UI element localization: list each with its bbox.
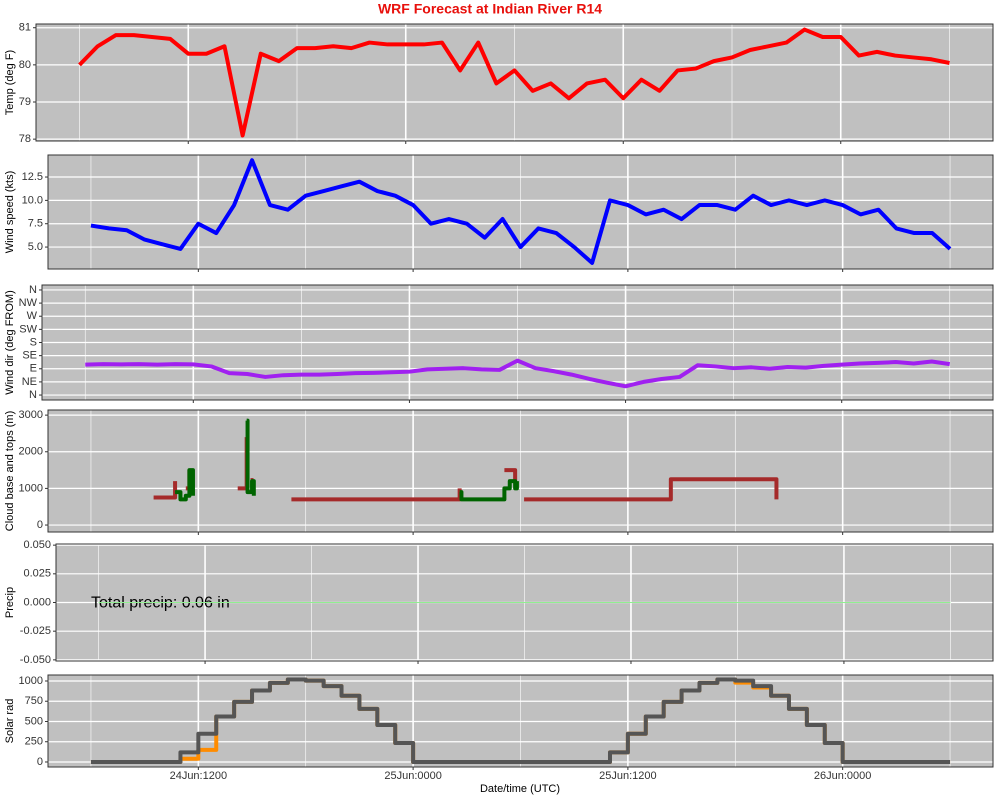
panel-border bbox=[47, 409, 994, 533]
y-tick-label: 78 bbox=[19, 133, 31, 145]
y-tick-label: SE bbox=[22, 350, 37, 362]
y-tick-label: SW bbox=[19, 323, 37, 335]
y-axis-title: Temp (deg F) bbox=[4, 50, 16, 115]
y-tick-label: E bbox=[30, 363, 37, 375]
step-line bbox=[175, 418, 519, 502]
y-tick-label: 0 bbox=[37, 756, 43, 768]
y-tick-label: 7.5 bbox=[28, 218, 43, 230]
x-tick-label: 26Jun:0000 bbox=[814, 770, 872, 782]
x-tick-label: 25Jun:0000 bbox=[384, 770, 442, 782]
panel: -0.050 -0.025 0.000 0.025 0.050 Precip Total p… bbox=[4, 539, 994, 666]
panel: 5.0 7.5 10.0 12.5 Wind speed (kts) bbox=[4, 154, 994, 272]
y-tick-label: 12.5 bbox=[22, 171, 43, 183]
y-tick-label: 80 bbox=[19, 59, 31, 71]
y-tick-label: 5.0 bbox=[28, 241, 43, 253]
y-tick-label: N bbox=[29, 284, 37, 296]
y-axis-title: Wind speed (kts) bbox=[4, 171, 16, 254]
y-tick-label: N bbox=[29, 389, 37, 401]
y-tick-label: 2000 bbox=[19, 446, 43, 458]
panel-border bbox=[47, 674, 994, 768]
line bbox=[90, 158, 952, 265]
annotation: Total precip: 0.06 in bbox=[91, 595, 230, 612]
panel-border bbox=[41, 284, 994, 401]
y-tick-label: W bbox=[27, 310, 38, 322]
y-axis-title: Solar rad bbox=[4, 699, 16, 744]
y-tick-label: S bbox=[30, 336, 37, 348]
x-axis-title: Date/time (UTC) bbox=[480, 783, 560, 795]
y-tick-label: 500 bbox=[25, 715, 43, 727]
y-tick-label: 250 bbox=[25, 736, 43, 748]
x-tick-label: 25Jun:1200 bbox=[599, 770, 657, 782]
y-tick-label: -0.025 bbox=[20, 625, 51, 637]
y-tick-label: 1000 bbox=[19, 675, 43, 687]
y-axis-title: Precip bbox=[4, 587, 16, 618]
y-tick-label: 3000 bbox=[19, 409, 43, 421]
y-tick-label: 0.000 bbox=[23, 596, 51, 608]
panel: 78 79 80 81 Temp (deg F) bbox=[4, 22, 994, 145]
y-tick-label: 750 bbox=[25, 695, 43, 707]
panel-border bbox=[47, 154, 994, 270]
line bbox=[78, 27, 950, 138]
y-tick-label: 81 bbox=[19, 22, 31, 34]
panel: 24Jun:1200 25Jun:0000 25Jun:1200 26Jun:0000… bbox=[4, 674, 994, 782]
step-line bbox=[90, 677, 951, 764]
y-tick-label: 1000 bbox=[19, 482, 43, 494]
y-tick-label: 10.0 bbox=[22, 194, 43, 206]
chart-title: WRF Forecast at Indian River R14 bbox=[378, 1, 602, 17]
panel-border bbox=[35, 23, 994, 142]
y-axis-title: Cloud base and tops (m) bbox=[4, 411, 16, 531]
y-tick-label: NE bbox=[22, 376, 37, 388]
x-tick-label: 24Jun:1200 bbox=[170, 770, 228, 782]
y-tick-label: -0.050 bbox=[20, 654, 51, 666]
y-tick-label: 79 bbox=[19, 96, 31, 108]
y-axis-title: Wind dir (deg FROM) bbox=[4, 290, 16, 395]
panel-border bbox=[55, 543, 994, 662]
y-tick-label: 0.050 bbox=[23, 539, 51, 551]
y-tick-label: 0.025 bbox=[23, 568, 51, 580]
y-tick-label: NW bbox=[19, 297, 38, 309]
line bbox=[85, 358, 951, 389]
y-tick-label: 0 bbox=[37, 519, 43, 531]
